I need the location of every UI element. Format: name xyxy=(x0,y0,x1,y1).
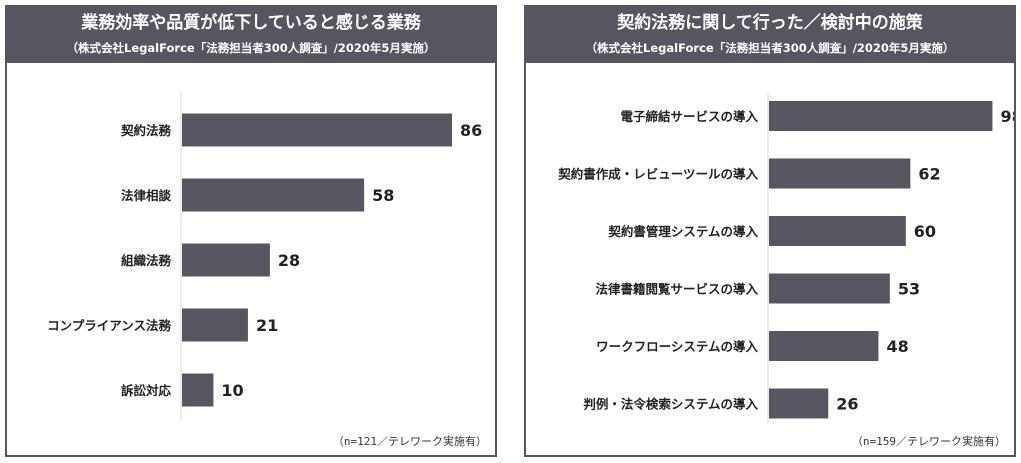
bar-chart: 契約法務 86 法律相談 58 組織法務 28 コンプライアンス法務 21 訴訟対応 10 xyxy=(47,91,482,421)
category-label: 判例・法令検索システムの導入 xyxy=(583,397,758,412)
category-label: 契約書作成・レビューツールの導入 xyxy=(557,167,758,182)
sample-note: （n=159／テレワーク実施有） xyxy=(851,435,1006,448)
bar xyxy=(182,373,214,407)
data-label: 10 xyxy=(221,381,243,400)
data-label: 26 xyxy=(836,395,858,414)
category-label: 電子締結サービスの導入 xyxy=(620,109,758,124)
data-label: 58 xyxy=(372,186,394,205)
data-label: 62 xyxy=(918,165,940,184)
data-label: 53 xyxy=(898,280,920,299)
bar xyxy=(182,308,248,342)
chart-title: 契約法務に関して行った／検討中の施策 xyxy=(617,13,923,33)
bar xyxy=(769,101,993,131)
sample-note: （n=121／テレワーク実施有） xyxy=(332,435,487,448)
chart-subtitle: （株式会社LegalForce「法務担当者300人調査」/2020年5月実施） xyxy=(585,41,955,55)
category-label: 契約書管理システムの導入 xyxy=(607,224,758,239)
bar xyxy=(182,243,270,277)
chart-panel-right: 契約法務に関して行った／検討中の施策 （株式会社LegalForce「法務担当者… xyxy=(524,5,1016,457)
data-label: 21 xyxy=(256,316,278,335)
bar xyxy=(769,273,890,304)
chart-title: 業務効率や品質が低下していると感じる業務 xyxy=(81,13,421,33)
chart-header: 契約法務に関して行った／検討中の施策 （株式会社LegalForce「法務担当者… xyxy=(526,7,1014,63)
chart-panel-left: 業務効率や品質が低下していると感じる業務 （株式会社LegalForce「法務担… xyxy=(5,5,497,457)
data-label: 48 xyxy=(886,337,908,356)
data-label: 98 xyxy=(1000,107,1014,126)
data-label: 28 xyxy=(278,251,300,270)
category-label: 法律書籍閲覧サービスの導入 xyxy=(595,282,758,297)
chart-subtitle: （株式会社LegalForce「法務担当者300人調査」/2020年5月実施） xyxy=(66,41,436,55)
bar xyxy=(182,178,365,212)
category-label: ワークフローシステムの導入 xyxy=(596,339,758,354)
bar xyxy=(769,331,879,361)
bar xyxy=(769,158,911,189)
category-label: 組織法務 xyxy=(121,253,172,268)
category-label: 訴訟対応 xyxy=(121,383,172,398)
chart-header: 業務効率や品質が低下していると感じる業務 （株式会社LegalForce「法務担… xyxy=(7,7,495,63)
bar-chart: 電子締結サービスの導入 98 契約書作成・レビューツールの導入 62 契約書管理システム… xyxy=(557,93,1014,423)
category-label: 法律相談 xyxy=(121,188,172,203)
data-label: 60 xyxy=(914,222,936,241)
data-label: 86 xyxy=(460,121,482,140)
category-label: 契約法務 xyxy=(120,123,172,138)
bar xyxy=(769,388,829,419)
bar xyxy=(182,113,453,147)
bar xyxy=(769,216,906,246)
category-label: コンプライアンス法務 xyxy=(47,318,171,333)
